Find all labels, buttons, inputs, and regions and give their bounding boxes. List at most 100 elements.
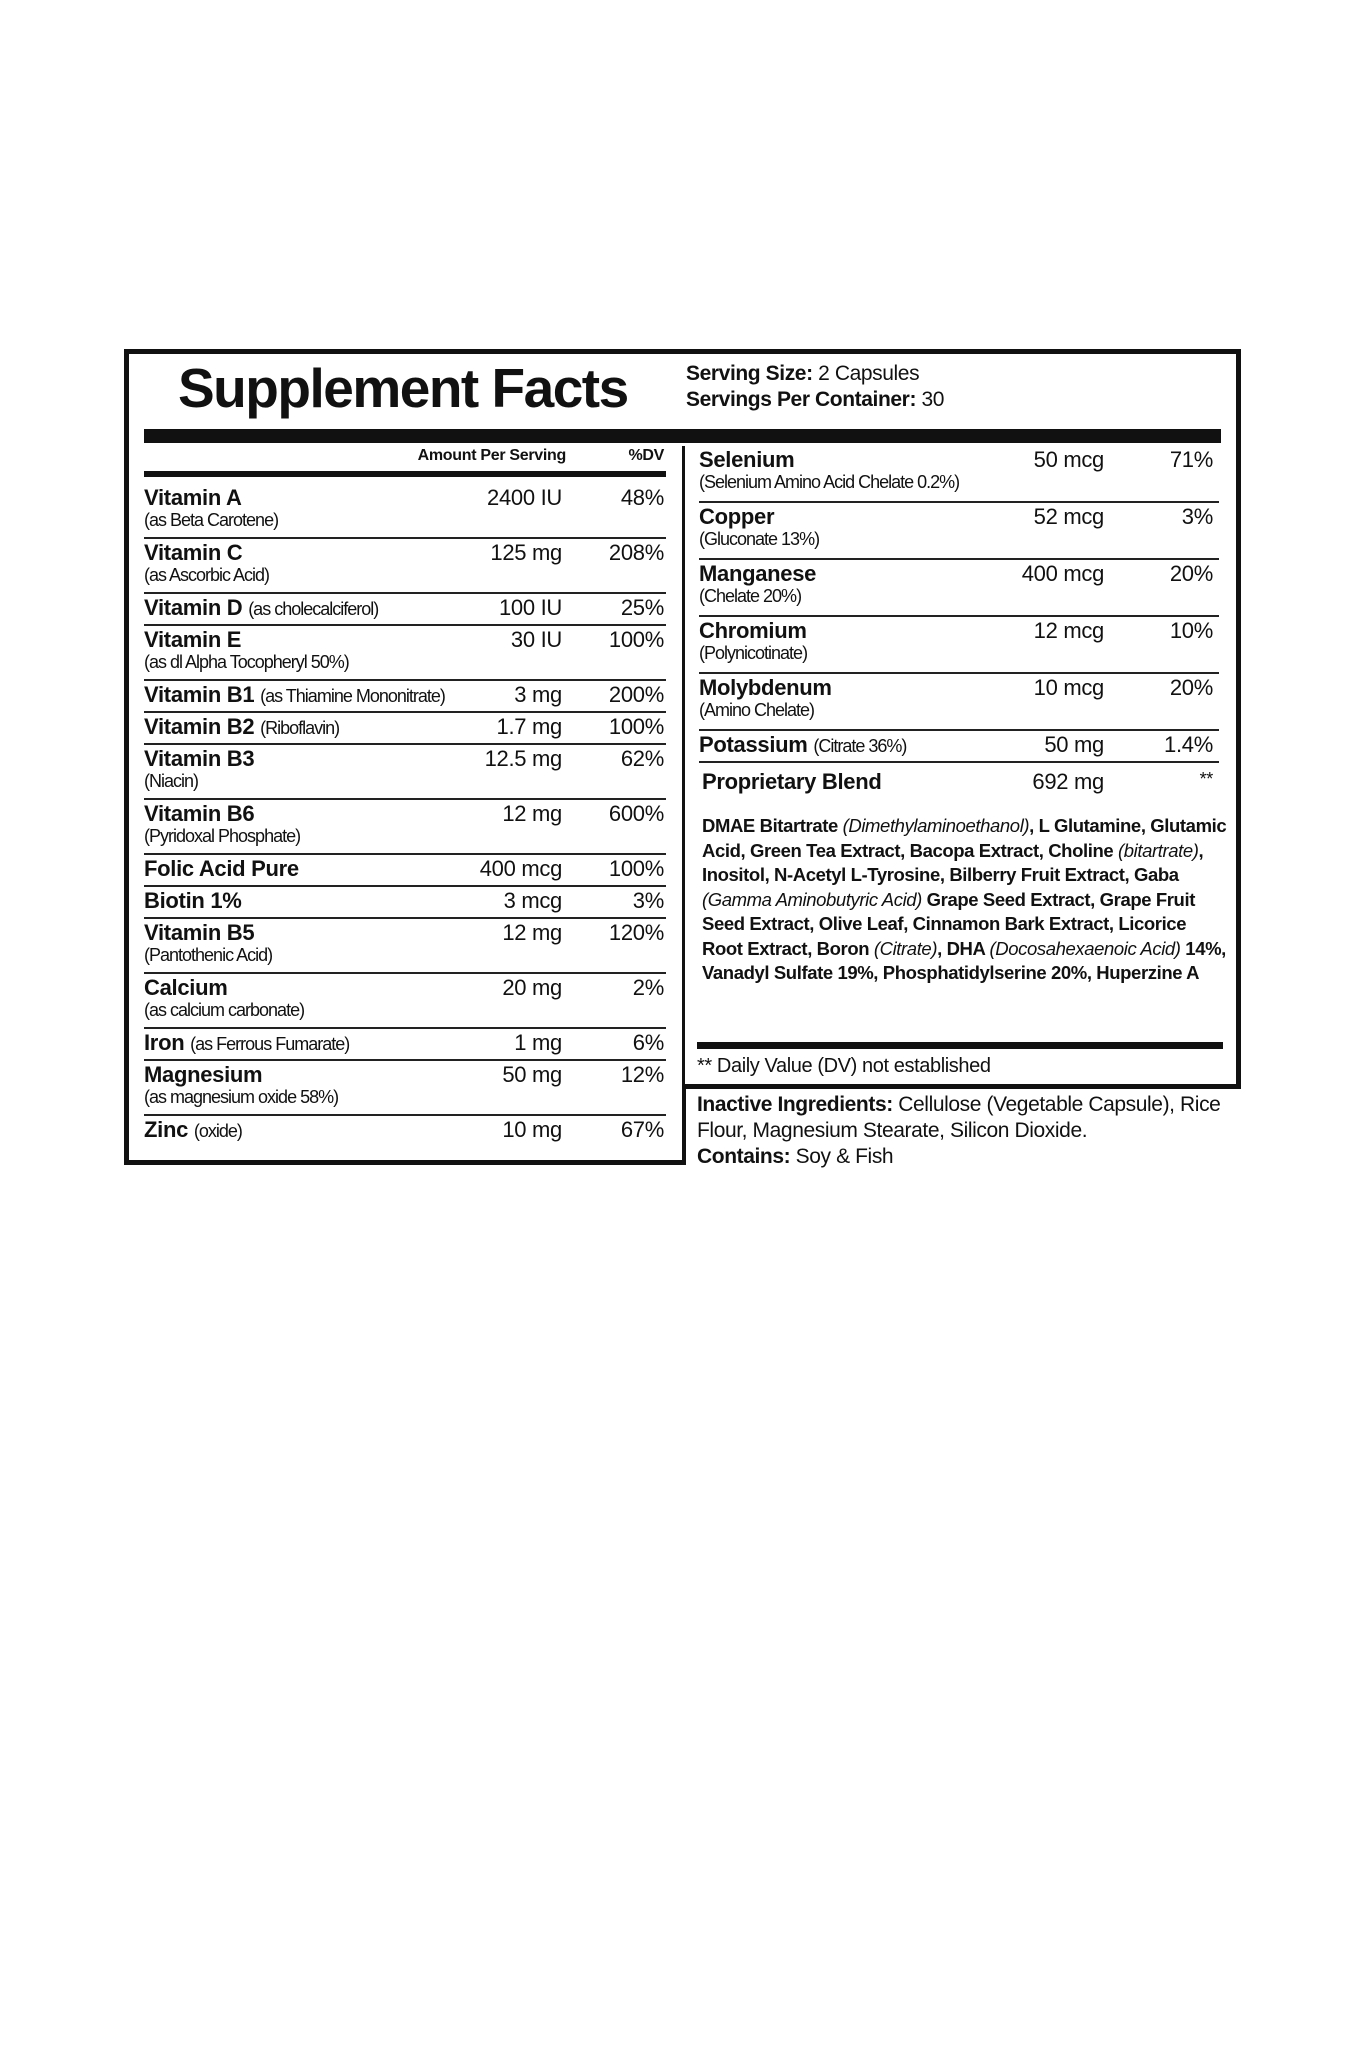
nutrient-dv: 100% (608, 627, 664, 652)
nutrient-row: Potassium (Citrate 36%) 50 mg 1.4% (699, 731, 1219, 763)
nutrient-row: Folic Acid Pure 400 mcg 100% (144, 855, 666, 887)
nutrient-source: (oxide) (193, 1121, 243, 1141)
nutrient-name: Vitamin B3 (144, 746, 255, 771)
nutrient-name: Magnesium (144, 1062, 263, 1087)
ingredient-text: (Citrate) (873, 937, 938, 959)
nutrient-name: Biotin 1% (144, 888, 242, 913)
nutrient-name: Copper (699, 504, 775, 529)
nutrient-source: (Pyridoxal Phosphate) (144, 826, 301, 846)
frame-border (1236, 349, 1241, 1089)
nutrient-source: (as calcium carbonate) (144, 1000, 305, 1020)
ingredient-text: (Dimethylaminoethanol) (842, 815, 1030, 836)
nutrient-dv: 48% (620, 485, 664, 510)
nutrient-source: (as Thiamine Mononitrate) (260, 686, 446, 706)
nutrient-name: Manganese (699, 561, 817, 586)
nutrient-dv: 3% (632, 888, 665, 913)
nutrient-amount: 50 mg (1044, 732, 1104, 757)
nutrient-name: Vitamin B1 (as Thiamine Mononitrate) (144, 682, 446, 707)
nutrient-row: Biotin 1% 3 mcg 3% (144, 887, 666, 919)
nutrient-dv: 6% (632, 1030, 665, 1055)
nutrient-row: Magnesium (as magnesium oxide 58%) 50 mg 12… (144, 1061, 666, 1116)
nutrient-amount: 3 mcg (503, 888, 563, 913)
ingredient-text: , DHA (937, 937, 990, 959)
nutrient-source: (as Ascorbic Acid) (144, 565, 270, 585)
nutrient-name: Potassium (Citrate 36%) (699, 732, 907, 757)
nutrient-source: (as Beta Carotene) (144, 510, 279, 530)
nutrient-row: Copper (Gluconate 13%) 52 mcg 3% (699, 503, 1219, 560)
nutrient-row: Chromium (Polynicotinate) 12 mcg 10% (699, 617, 1219, 674)
nutrient-dv: 20% (1169, 675, 1213, 700)
nutrient-amount: 400 mcg (479, 856, 563, 881)
divider-bar (144, 471, 666, 477)
nutrient-name: Vitamin B5 (144, 920, 255, 945)
nutrient-row: Zinc (oxide) 10 mg 67% (144, 1116, 666, 1148)
nutrient-name: Vitamin B6 (144, 801, 255, 826)
nutrient-name: Chromium (699, 618, 807, 643)
nutrient-row: Molybdenum (Amino Chelate) 10 mcg 20% (699, 674, 1219, 731)
ingredient-text: (Gamma Aminobutyric Acid) (702, 888, 922, 910)
nutrient-name: Vitamin B2 (Riboflavin) (144, 714, 340, 739)
nutrient-dv: 100% (608, 856, 664, 881)
nutrient-name: Folic Acid Pure (144, 856, 299, 881)
nutrient-amount: 400 mcg (1021, 561, 1105, 586)
nutrient-dv: 600% (608, 801, 664, 826)
page-title: Supplement Facts (178, 357, 629, 419)
nutrient-amount: 30 IU (510, 627, 562, 652)
nutrient-source: (Pantothenic Acid) (144, 945, 273, 965)
ingredient-text: , L Glutamine, Glutamic Acid, Green Tea … (702, 815, 1227, 861)
nutrient-dv: 20% (1169, 561, 1213, 586)
ingredient-text: Grape Seed Extract, Grape Fruit Seed Ext… (702, 888, 1195, 959)
nutrient-amount: 50 mg (502, 1062, 562, 1087)
nutrient-dv: 200% (608, 682, 664, 707)
frame-border (124, 1160, 686, 1165)
serving-size: Serving Size: 2 Capsules (686, 362, 920, 385)
nutrient-source: (Niacin) (144, 771, 199, 791)
nutrient-source: (as dl Alpha Tocopheryl 50%) (144, 652, 350, 672)
nutrient-row: Selenium (Selenium Amino Acid Chelate 0.2… (699, 446, 1219, 503)
nutrient-list-left: Vitamin A (as Beta Carotene) 2400 IU 48% Vit… (144, 484, 666, 1148)
frame-border (124, 349, 1241, 354)
ingredient-text: 14%, Vanadyl Sulfate 19%, Phosphatidylse… (702, 937, 1226, 984)
nutrient-name: Molybdenum (699, 675, 832, 700)
nutrient-dv: 12% (620, 1062, 664, 1087)
nutrient-amount: 1 mg (514, 1030, 562, 1055)
frame-border (682, 1084, 686, 1165)
nutrient-amount: 12 mcg (1033, 618, 1105, 643)
ingredient-text: , Inositol, N-Acetyl L-Tyrosine, Bilberr… (702, 839, 1204, 886)
nutrient-row: Vitamin E (as dl Alpha Tocopheryl 50%) 30 … (144, 626, 666, 681)
nutrient-row: Calcium (as calcium carbonate) 20 mg 2% (144, 974, 666, 1029)
frame-border (124, 349, 129, 1165)
nutrient-name: Vitamin C (144, 540, 243, 565)
nutrient-amount: 100 IU (498, 595, 562, 620)
ingredient-text: DMAE Bitartrate (702, 815, 843, 836)
nutrient-dv: 10% (1169, 618, 1213, 643)
nutrient-amount: 3 mg (514, 682, 562, 707)
nutrient-name: Calcium (144, 975, 228, 1000)
nutrient-row: Vitamin B1 (as Thiamine Mononitrate) 3 mg… (144, 681, 666, 713)
nutrient-name: Vitamin A (144, 485, 242, 510)
column-divider (682, 446, 685, 1086)
nutrient-source: (as magnesium oxide 58%) (144, 1087, 339, 1107)
divider-bar (697, 1042, 1223, 1049)
nutrient-amount: 1.7 mg (496, 714, 563, 739)
nutrient-name: Vitamin D (as cholecalciferol) (144, 595, 379, 620)
nutrient-row: Vitamin B2 (Riboflavin) 1.7 mg 100% (144, 713, 666, 745)
nutrient-name: Selenium (699, 447, 795, 472)
nutrient-source: (as cholecalciferol) (248, 599, 379, 619)
nutrient-row: Vitamin B5 (Pantothenic Acid) 12 mg 120% (144, 919, 666, 974)
nutrient-row: Vitamin D (as cholecalciferol) 100 IU 25% (144, 594, 666, 626)
nutrient-dv: 208% (608, 540, 664, 565)
nutrient-dv: 1.4% (1164, 732, 1213, 757)
inactive-ingredients: Inactive Ingredients: Cellulose (Vegetab… (697, 1093, 1221, 1168)
nutrient-amount: 10 mg (502, 1117, 562, 1142)
nutrient-list-right: Selenium (Selenium Amino Acid Chelate 0.2… (699, 446, 1219, 763)
nutrient-amount: 20 mg (502, 975, 562, 1000)
nutrient-dv: 67% (620, 1117, 664, 1142)
nutrient-amount: 12.5 mg (484, 746, 563, 771)
nutrient-row: Vitamin A (as Beta Carotene) 2400 IU 48% (144, 484, 666, 539)
nutrient-amount: 12 mg (502, 801, 562, 826)
ingredient-text: (Docosahexaenoic Acid) (989, 937, 1181, 959)
nutrient-dv: 25% (620, 595, 664, 620)
nutrient-amount: 10 mcg (1033, 675, 1105, 700)
nutrient-amount: 2400 IU (487, 485, 562, 510)
